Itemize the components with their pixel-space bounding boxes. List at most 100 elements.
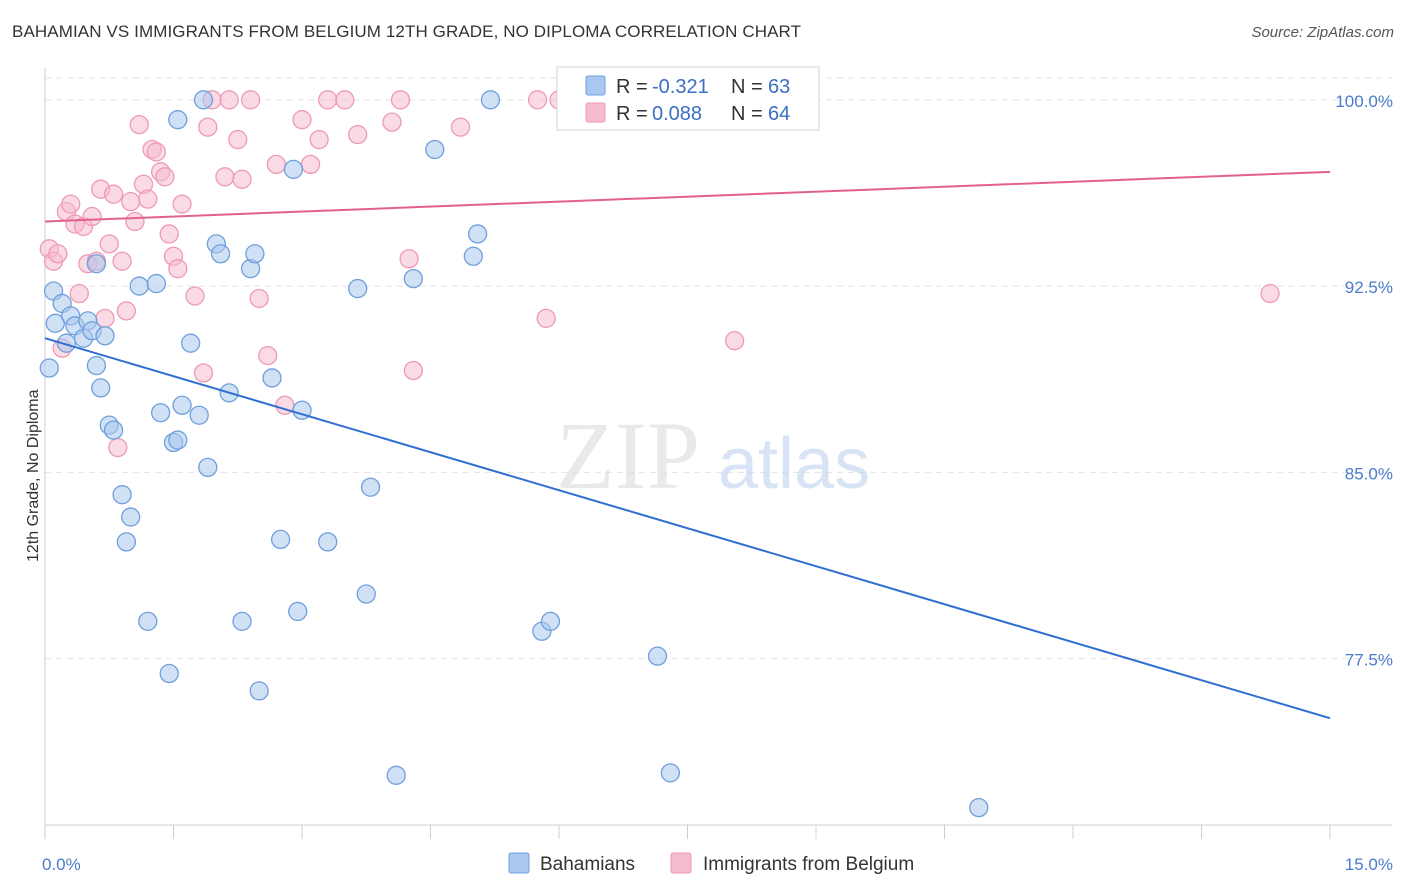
data-point bbox=[91, 378, 111, 398]
data-point bbox=[232, 611, 252, 631]
grid-lines bbox=[45, 77, 1392, 660]
data-point bbox=[146, 142, 167, 162]
data-point bbox=[318, 90, 338, 110]
bottom-legend-swatch-pink bbox=[670, 852, 692, 874]
data-point bbox=[99, 234, 119, 254]
data-point bbox=[39, 358, 59, 378]
data-point bbox=[335, 90, 355, 110]
data-point bbox=[116, 532, 137, 552]
data-point bbox=[168, 430, 188, 450]
data-point bbox=[86, 254, 107, 274]
chart-title: BAHAMIAN VS IMMIGRANTS FROM BELGIUM 12TH… bbox=[12, 22, 802, 41]
bottom-legend-label-belgium: Immigrants from Belgium bbox=[703, 854, 914, 875]
data-point bbox=[172, 395, 192, 415]
data-point bbox=[399, 249, 419, 269]
legend-n-label-1: N = bbox=[731, 76, 763, 98]
data-point bbox=[103, 420, 124, 440]
data-point bbox=[382, 112, 402, 132]
bottom-legend-swatch-blue bbox=[508, 852, 530, 874]
watermark-zip: ZIP bbox=[556, 402, 700, 509]
legend-r-label-1: R = bbox=[616, 76, 648, 98]
data-point bbox=[168, 110, 188, 130]
data-point bbox=[215, 167, 235, 187]
data-point bbox=[288, 601, 308, 622]
data-point bbox=[82, 206, 102, 227]
legend-r-value-2: 0.088 bbox=[652, 103, 702, 125]
data-point bbox=[125, 211, 145, 232]
data-point bbox=[210, 244, 231, 264]
data-point bbox=[168, 259, 188, 279]
data-point bbox=[270, 529, 291, 550]
data-point bbox=[112, 251, 132, 271]
watermark-atlas: atlas bbox=[718, 424, 870, 504]
series-legend: Bahamians Immigrants from Belgium bbox=[508, 852, 914, 875]
legend-r-label-2: R = bbox=[616, 103, 648, 125]
data-point bbox=[198, 457, 218, 478]
data-point bbox=[450, 117, 471, 137]
watermark: ZIP atlas bbox=[556, 402, 870, 509]
data-point bbox=[647, 646, 668, 666]
data-point bbox=[129, 276, 149, 296]
data-point bbox=[112, 485, 132, 505]
data-point bbox=[425, 139, 445, 160]
data-point bbox=[536, 308, 556, 329]
data-point bbox=[129, 114, 149, 135]
data-point bbox=[180, 333, 201, 353]
data-point bbox=[360, 477, 381, 497]
y-tick-label: 85.0% bbox=[1345, 464, 1393, 483]
data-point bbox=[103, 184, 124, 204]
data-point bbox=[159, 663, 179, 684]
legend-n-value-1: 63 bbox=[768, 76, 790, 98]
data-point bbox=[249, 288, 269, 309]
y-axis-title: 12th Grade, No Diploma bbox=[25, 389, 42, 562]
data-point bbox=[660, 763, 681, 783]
data-point bbox=[403, 268, 424, 289]
y-tick-label: 92.5% bbox=[1345, 278, 1393, 297]
data-point bbox=[245, 244, 265, 264]
data-point bbox=[193, 363, 214, 383]
legend-n-value-2: 64 bbox=[768, 103, 790, 125]
data-point bbox=[390, 90, 411, 110]
data-point bbox=[159, 224, 179, 244]
data-point bbox=[386, 765, 406, 785]
data-point bbox=[249, 681, 269, 701]
data-point bbox=[292, 110, 312, 130]
data-point bbox=[138, 611, 158, 631]
data-point bbox=[61, 194, 81, 214]
x-tick-label: 15.0% bbox=[1345, 855, 1393, 874]
data-point bbox=[95, 326, 115, 346]
data-point bbox=[258, 345, 278, 366]
data-point bbox=[467, 224, 488, 244]
data-point bbox=[219, 90, 239, 110]
data-point bbox=[348, 278, 368, 299]
data-point bbox=[463, 246, 483, 266]
data-point bbox=[108, 437, 128, 458]
trend-line-belgium bbox=[44, 170, 1331, 223]
data-point bbox=[48, 244, 68, 264]
correlation-legend: R = -0.321 N = 63 R = 0.088 N = 64 bbox=[556, 66, 820, 131]
trend-line-bahamians bbox=[44, 337, 1331, 720]
data-point bbox=[116, 301, 137, 321]
data-point bbox=[527, 90, 548, 110]
data-point bbox=[69, 283, 89, 304]
data-point bbox=[121, 191, 141, 212]
data-point bbox=[198, 117, 218, 137]
data-point bbox=[138, 189, 158, 209]
legend-r-value-1: -0.321 bbox=[652, 76, 709, 98]
data-point bbox=[185, 286, 205, 306]
trend-lines bbox=[44, 170, 1331, 720]
tick-labels: 100.0% 92.5% 85.0% 77.5% 0.0% 15.0% bbox=[42, 92, 1393, 874]
data-point bbox=[724, 331, 745, 351]
data-point bbox=[86, 355, 107, 376]
data-point bbox=[1260, 283, 1280, 304]
data-point bbox=[403, 360, 424, 381]
data-point bbox=[969, 797, 989, 818]
data-point bbox=[262, 368, 282, 388]
source-label: Source: ZipAtlas.com bbox=[1251, 24, 1394, 41]
data-point bbox=[356, 584, 376, 604]
series-immigrants-from-belgium bbox=[39, 90, 1280, 458]
data-point bbox=[121, 507, 141, 527]
data-point bbox=[309, 129, 329, 150]
data-point bbox=[172, 194, 192, 214]
